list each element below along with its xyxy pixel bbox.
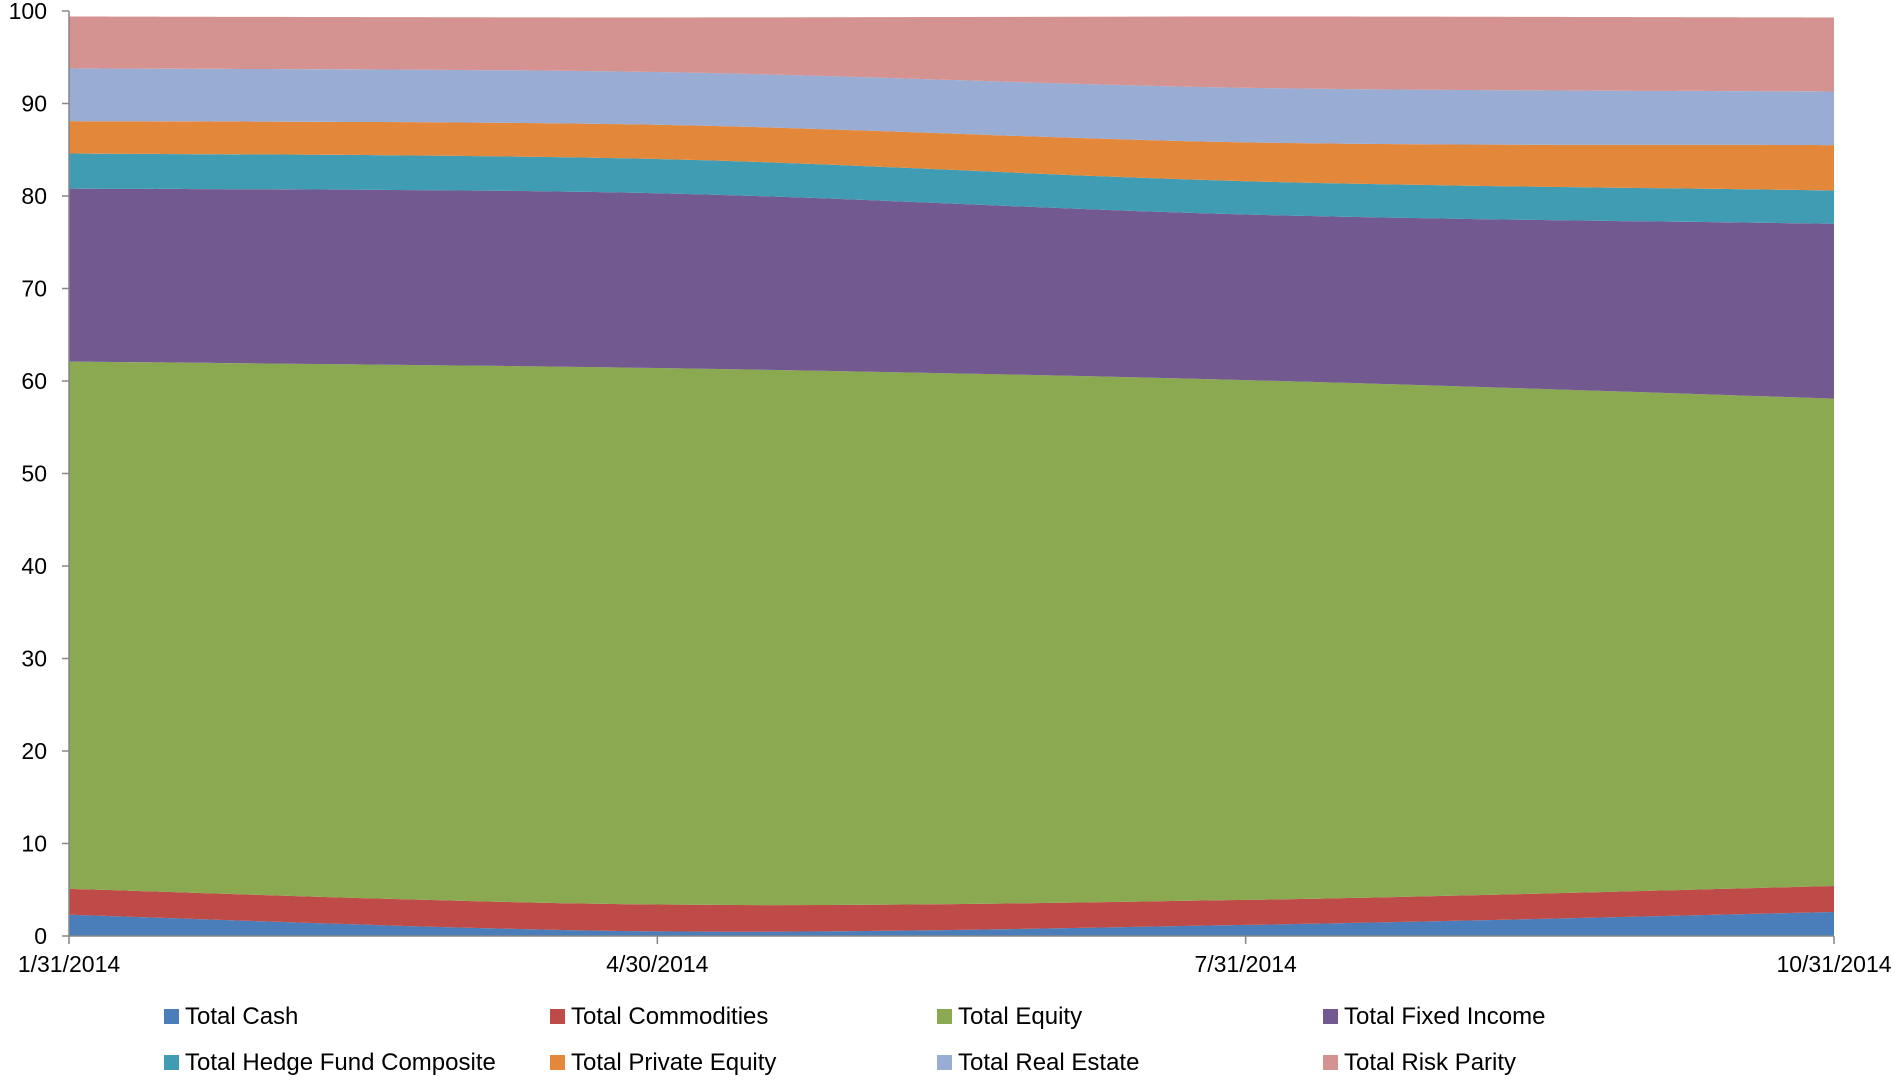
y-tick-label: 20	[21, 738, 47, 764]
y-tick-label: 80	[21, 183, 47, 209]
y-tick-label: 60	[21, 368, 47, 394]
y-tick-label: 0	[34, 923, 47, 949]
legend-label-total-real-estate: Total Real Estate	[958, 1049, 1139, 1076]
legend-swatch-total-risk-parity	[1323, 1055, 1338, 1070]
legend-swatch-total-fixed-income	[1323, 1009, 1338, 1024]
legend-label-total-cash: Total Cash	[185, 1003, 298, 1030]
y-axis-ticks: 0 10 20 30 40 50 60 70 80 90 100	[9, 0, 69, 949]
y-tick-label: 10	[21, 831, 47, 857]
legend-label-total-fixed-income: Total Fixed Income	[1344, 1003, 1545, 1030]
y-tick-label: 100	[9, 0, 47, 24]
area-total-hedge-fund-composite	[69, 153, 1834, 224]
chart-areas	[69, 16, 1834, 936]
area-total-commodities	[69, 886, 1834, 932]
area-total-private-equity	[69, 121, 1834, 191]
y-tick-label: 30	[21, 646, 47, 672]
x-tick-label: 4/30/2014	[606, 951, 709, 977]
legend-swatch-total-cash	[164, 1009, 179, 1024]
x-tick-label: 7/31/2014	[1195, 951, 1298, 977]
y-tick-label: 40	[21, 553, 47, 579]
x-tick-label: 1/31/2014	[18, 951, 121, 977]
area-total-cash	[69, 911, 1834, 936]
area-total-fixed-income	[69, 188, 1834, 399]
legend-swatch-total-commodities	[550, 1009, 565, 1024]
legend-label-total-equity: Total Equity	[958, 1003, 1082, 1030]
legend-swatch-total-real-estate	[937, 1055, 952, 1070]
x-axis-ticks: 1/31/2014 4/30/2014 7/31/2014 10/31/2014	[18, 936, 1892, 977]
legend-label-total-commodities: Total Commodities	[571, 1003, 768, 1030]
legend-swatch-total-private-equity	[550, 1055, 565, 1070]
chart-legend: Total Cash Total Commodities Total Equity T…	[164, 1003, 1545, 1076]
y-tick-label: 70	[21, 276, 47, 302]
y-tick-label: 50	[21, 461, 47, 487]
x-tick-label: 10/31/2014	[1776, 951, 1891, 977]
area-total-equity	[69, 361, 1834, 906]
area-total-risk-parity	[69, 16, 1834, 92]
area-total-real-estate	[69, 68, 1834, 146]
legend-swatch-total-equity	[937, 1009, 952, 1024]
legend-label-total-hedge-fund-composite: Total Hedge Fund Composite	[185, 1049, 496, 1076]
legend-label-total-private-equity: Total Private Equity	[571, 1049, 776, 1076]
y-tick-label: 90	[21, 91, 47, 117]
legend-label-total-risk-parity: Total Risk Parity	[1344, 1049, 1516, 1076]
legend-swatch-total-hedge-fund-composite	[164, 1055, 179, 1070]
